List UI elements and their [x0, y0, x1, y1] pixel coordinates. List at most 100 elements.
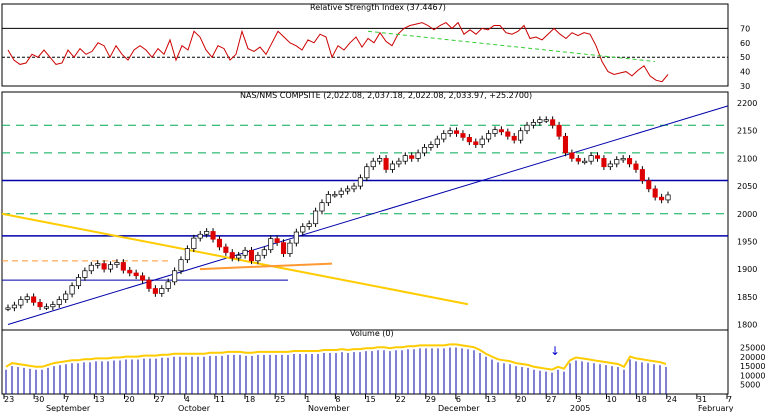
price-candle: [588, 155, 594, 162]
price-candle: [479, 138, 485, 145]
price-candle: [107, 264, 114, 270]
price-candle: [646, 180, 652, 190]
x-day-label: 4: [185, 395, 190, 404]
price-candle: [43, 306, 49, 309]
x-day-label: 10: [607, 395, 617, 404]
volume-title: Volume (0): [350, 329, 394, 338]
price-candle: [434, 138, 440, 145]
price-title: NAS/NMS COMPSITE (2,022.08, 2,037.18, 2,…: [240, 91, 532, 100]
rsi-series-line: [7, 21, 669, 83]
price-candle: [601, 158, 607, 168]
volume-tick-label: 25000: [740, 343, 765, 352]
price-candle: [665, 194, 671, 201]
price-candle: [550, 119, 556, 126]
price-candle: [300, 226, 306, 233]
rsi-trendline: [367, 30, 656, 63]
price-candle: [11, 304, 17, 309]
x-month-label: October: [178, 404, 211, 412]
price-candle: [530, 122, 536, 126]
rsi-tick-label: 30: [740, 82, 750, 91]
price-candle: [248, 249, 255, 262]
price-candle: [498, 129, 504, 133]
price-candle: [486, 133, 492, 140]
price-candle: [293, 231, 299, 244]
price-candle: [505, 131, 511, 137]
price-candle: [82, 270, 88, 278]
price-candle: [210, 231, 216, 240]
price-candle: [287, 242, 293, 254]
price-downtrend-line: [1, 212, 469, 306]
x-day-label: 31: [697, 395, 707, 404]
price-candle: [255, 254, 261, 262]
rsi-title: Relative Strength Index (37.4467): [310, 3, 446, 12]
price-candle: [594, 155, 601, 159]
x-day-label: 18: [245, 395, 255, 404]
price-candle: [18, 299, 24, 306]
volume-average-line: [5, 343, 667, 371]
x-day-label: 20: [125, 395, 135, 404]
price-uptrend-line: [7, 105, 729, 325]
down-arrow-icon: ↓: [550, 344, 560, 358]
price-candle: [370, 160, 376, 168]
price-tick-label: 1850: [737, 293, 757, 302]
price-panel: 1800 1850 1900 1950 2000 2050 2100 2150 2200: [1, 91, 757, 331]
x-day-label: 7: [727, 395, 732, 404]
price-candle: [24, 296, 30, 300]
rsi-tick-label: 50: [740, 53, 750, 62]
price-tick-label: 2050: [737, 182, 757, 191]
price-candle: [614, 159, 620, 165]
price-candle: [5, 307, 11, 310]
price-candle: [178, 259, 184, 272]
x-day-label: 20: [516, 395, 526, 404]
x-day-label: 27: [546, 395, 556, 404]
price-candle: [280, 242, 287, 254]
x-month-label: 2005: [570, 404, 590, 412]
price-candle: [325, 194, 331, 204]
price-candle: [313, 210, 319, 225]
price-candle: [50, 304, 56, 308]
volume-tick-label: 10000: [740, 371, 765, 380]
rsi-tick-label: 70: [740, 24, 750, 33]
price-candle: [421, 146, 428, 154]
price-tick-label: 1800: [737, 320, 757, 329]
price-candle: [556, 124, 562, 137]
price-candle: [37, 301, 43, 308]
price-candle: [492, 129, 498, 134]
price-candle: [133, 272, 139, 277]
price-candle: [120, 262, 126, 271]
price-orange-line: [199, 262, 333, 271]
price-candle: [562, 135, 569, 154]
price-candle: [415, 152, 421, 159]
price-candle: [364, 166, 370, 179]
price-candle: [402, 155, 408, 162]
price-candle: [428, 144, 434, 148]
x-axis: 23 30 7 13 20 27 4 11 18 25 1 8 15 22 29 6 13 20 27 3 10 18 24…: [3, 394, 734, 413]
price-candle: [319, 202, 325, 212]
price-candle: [332, 194, 338, 197]
price-candle: [229, 252, 235, 259]
price-candle: [453, 130, 460, 134]
price-candle: [383, 158, 389, 170]
price-candle: [627, 158, 633, 165]
price-candle: [159, 288, 165, 294]
price-candle: [69, 285, 75, 295]
price-tick-label: 2000: [737, 210, 757, 219]
price-candle: [396, 160, 402, 165]
x-day-label: 13: [486, 395, 496, 404]
x-day-label: 27: [155, 395, 165, 404]
price-candle: [466, 137, 472, 143]
price-candle: [261, 249, 267, 256]
price-candle: [56, 299, 62, 305]
price-tick-label: 1900: [737, 265, 757, 274]
price-candle: [75, 277, 82, 287]
price-candle: [101, 263, 107, 270]
price-candle: [204, 231, 210, 235]
price-tick-label: 2150: [737, 127, 757, 136]
price-candle: [633, 163, 639, 170]
x-day-label: 6: [456, 395, 461, 404]
x-day-label: 22: [396, 395, 406, 404]
x-month-label: December: [438, 404, 480, 412]
volume-tick-label: 15000: [740, 362, 765, 371]
